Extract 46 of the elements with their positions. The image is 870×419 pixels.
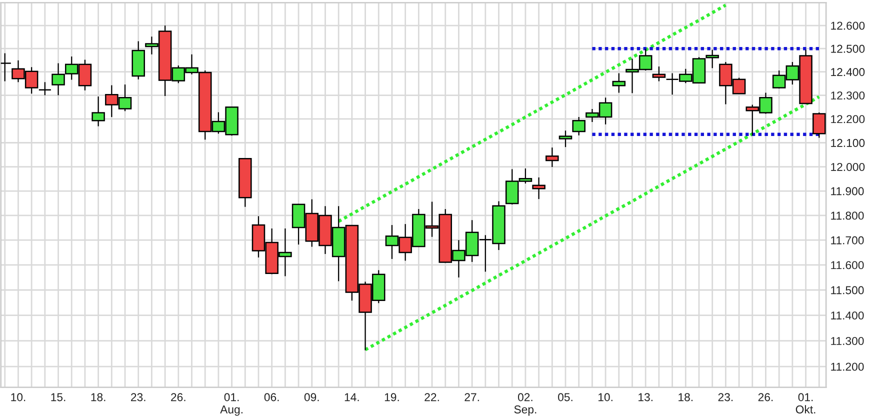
x-tick-label: 01. Aug. xyxy=(220,393,242,416)
x-tick-label: 05. xyxy=(558,393,572,402)
y-tick-label: 12.100 xyxy=(831,138,865,147)
y-tick-label: 11.900 xyxy=(831,187,864,196)
y-tick-label: 11.400 xyxy=(831,311,864,320)
x-tick-label: 23. xyxy=(718,393,733,402)
x-tick-label: 18. xyxy=(678,393,693,402)
candlestick xyxy=(812,112,826,138)
x-tick-label: 23. xyxy=(131,393,146,402)
candlestick xyxy=(652,66,666,82)
candlestick xyxy=(532,176,546,200)
x-tick-label: 19. xyxy=(384,393,399,402)
y-tick-label: 12.600 xyxy=(831,22,865,30)
y-tick-label: 11.700 xyxy=(831,236,864,244)
x-tick-label: 27. xyxy=(464,393,479,402)
y-tick-label: 12.500 xyxy=(831,44,865,53)
x-tick-label: 10. xyxy=(11,393,26,402)
x-tick-label: 13. xyxy=(638,393,652,402)
x-tick-label: 26. xyxy=(171,393,186,402)
candlestick xyxy=(558,130,572,148)
x-tick-label: 18. xyxy=(91,393,106,402)
line-series xyxy=(336,4,728,223)
x-tick-label: 10. xyxy=(598,393,612,402)
candlestick xyxy=(612,72,626,94)
y-tick-label: 12.300 xyxy=(831,91,865,100)
x-tick-label: 06. xyxy=(264,393,279,402)
candlestick xyxy=(92,96,105,127)
y-tick-label: 11.300 xyxy=(831,336,864,346)
x-tick-label: 09. xyxy=(304,393,319,402)
y-tick-label: 11.200 xyxy=(831,362,864,371)
candlestick xyxy=(38,82,52,96)
y-tick-label: 12.200 xyxy=(831,115,865,124)
x-tick-label: 15. xyxy=(51,393,66,402)
y-tick-label: 11.600 xyxy=(831,261,864,270)
candlestick xyxy=(572,116,586,136)
x-tick-label: 26. xyxy=(758,393,773,402)
x-tick-label: 02. Sep. xyxy=(514,393,536,416)
y-tick-label: 11.500 xyxy=(831,286,864,294)
y-tick-label: 12.400 xyxy=(831,68,865,76)
x-tick-label: 01. Okt. xyxy=(796,393,816,414)
line-series xyxy=(364,95,821,352)
x-tick-label: 14. xyxy=(344,393,359,402)
y-tick-label: 12.000 xyxy=(831,162,865,172)
y-tick-label: 11.800 xyxy=(831,212,864,220)
candlestick xyxy=(546,146,559,168)
x-tick-label: 22. xyxy=(424,393,439,402)
